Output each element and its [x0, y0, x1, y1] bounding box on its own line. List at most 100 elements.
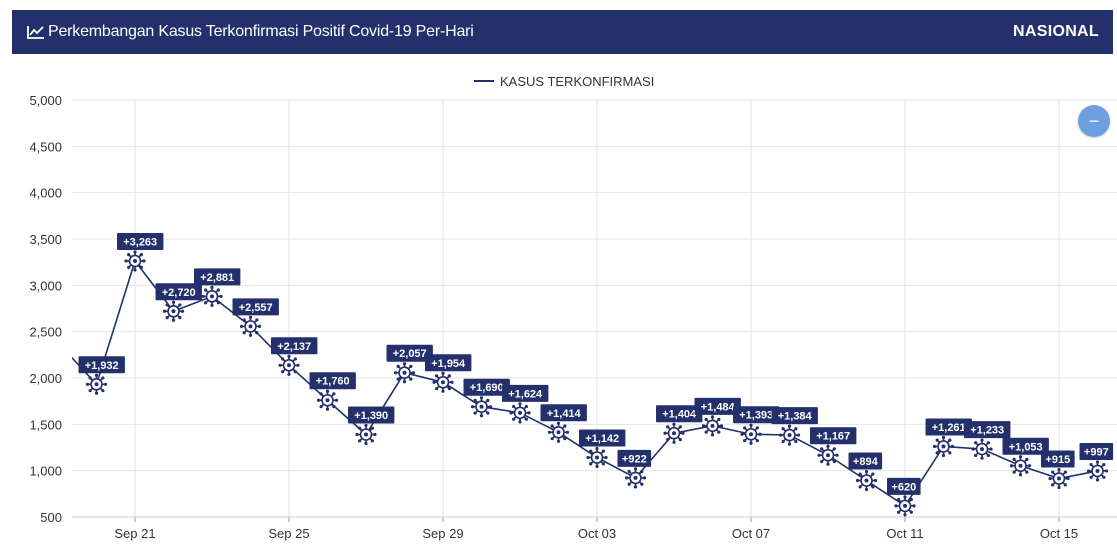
- virus-spike-tip: [133, 250, 137, 254]
- virus-core: [56, 341, 60, 345]
- virus-spike-tip: [781, 427, 785, 431]
- virus-spike-tip: [749, 423, 753, 427]
- virus-spike-tip: [935, 451, 939, 455]
- line-chart-icon: [26, 24, 46, 40]
- virus-spike-tip: [473, 411, 477, 415]
- zoom-out-button[interactable]: −: [1078, 105, 1110, 137]
- virus-spike-tip: [550, 437, 554, 441]
- virus-spike-tip: [589, 449, 593, 453]
- virus-core: [171, 309, 176, 314]
- virus-marker-icon: [855, 469, 878, 492]
- virus-spike-tip: [287, 354, 291, 358]
- virus-spike-tip: [640, 482, 644, 486]
- virus-spike-tip: [512, 404, 516, 409]
- y-tick-label: 1,500: [29, 417, 62, 432]
- data-label: +620: [887, 477, 921, 495]
- virus-spike-tip: [316, 398, 321, 402]
- data-label: +997: [1079, 442, 1114, 460]
- virus-spike-tip: [355, 432, 359, 437]
- data-label: +2,720: [155, 283, 202, 301]
- virus-spike-tip: [989, 447, 993, 451]
- virus-spike-tip: [1027, 464, 1032, 468]
- data-label-text: +2,557: [239, 302, 273, 314]
- virus-spike-tip: [663, 431, 667, 435]
- virus-spike-tip: [1063, 470, 1067, 474]
- data-label-text: +2,881: [200, 272, 234, 284]
- data-label: +2,557: [232, 298, 279, 316]
- virus-spike-tip: [1012, 470, 1016, 474]
- virus-core: [518, 410, 522, 415]
- virus-marker-icon: [817, 444, 839, 466]
- data-label-text: +1,690: [470, 382, 504, 394]
- virus-spike-tip: [719, 424, 724, 428]
- virus-spike-tip: [986, 441, 990, 445]
- data-label-text: +1,760: [316, 376, 350, 388]
- virus-spike-tip: [178, 303, 182, 307]
- virus-spike-tip: [794, 427, 798, 431]
- virus-spike-tip: [512, 417, 516, 421]
- virus-spike: [62, 346, 65, 349]
- virus-spike-tip: [63, 335, 66, 338]
- virus-spike-tip: [1102, 475, 1106, 479]
- virus-spike-tip: [1048, 476, 1052, 481]
- virus-spike-tip: [47, 341, 50, 344]
- data-label-box: [155, 283, 202, 301]
- data-label-box: [271, 337, 318, 355]
- virus-spike-tip: [743, 439, 747, 443]
- virus-core: [479, 404, 484, 409]
- virus-spike-tip: [293, 357, 297, 361]
- virus-spike-tip: [794, 439, 798, 444]
- data-label: +1,414: [540, 404, 587, 422]
- virus-spike-tip: [488, 405, 493, 409]
- virus-spike-tip: [1009, 464, 1014, 468]
- virus-spike-tip: [518, 402, 522, 406]
- virus-spike-tip: [293, 370, 297, 374]
- virus-spike-tip: [210, 285, 214, 289]
- data-label: +1,390: [348, 406, 395, 424]
- virus-spike-tip: [88, 376, 92, 380]
- virus-spike-tip: [411, 371, 416, 375]
- virus-spike-tip: [1095, 478, 1100, 482]
- virus-spike-tip: [281, 357, 285, 361]
- virus-spike-tip: [85, 382, 90, 386]
- y-tick-label: 3,500: [29, 232, 62, 247]
- data-label-text: +1,390: [354, 410, 388, 422]
- virus-spike-tip: [743, 426, 747, 430]
- data-label-box: [386, 344, 433, 362]
- virus-spike-tip: [94, 391, 99, 395]
- virus-spike-tip: [642, 476, 647, 480]
- virus-spike-tip: [204, 288, 208, 292]
- x-tick-label: Sep 29: [422, 526, 463, 541]
- virus-spike-tip: [1051, 470, 1055, 474]
- data-label-box: [656, 405, 703, 423]
- virus-spike-tip: [216, 301, 220, 305]
- virus-spike-tip: [627, 469, 631, 474]
- virus-spike-tip: [1057, 467, 1061, 472]
- data-label: +1,142: [579, 429, 626, 447]
- virus-spike-tip: [479, 396, 484, 400]
- virus-marker-icon: [316, 389, 339, 411]
- virus-spike-tip: [710, 433, 715, 437]
- data-label-text: +1,404: [662, 409, 697, 421]
- virus-core: [248, 324, 253, 329]
- virus-marker-icon: [894, 495, 916, 517]
- data-label: +1,167: [810, 427, 857, 445]
- virus-spike-tip: [1089, 462, 1093, 467]
- data-label-box: [1041, 450, 1075, 468]
- virus-spike-tip: [758, 432, 762, 436]
- title-wrap: Perkembangan Kasus Terkonfirmasi Positif…: [26, 23, 474, 41]
- virus-spike-tip: [894, 504, 898, 508]
- virus-core: [1057, 476, 1061, 481]
- virus-spike-tip: [409, 364, 413, 368]
- data-label: +1,053: [1002, 437, 1049, 455]
- virus-spike-tip: [948, 438, 952, 442]
- virus-spike-tip: [666, 437, 670, 442]
- virus-core: [864, 478, 869, 483]
- data-label: +2,057: [386, 344, 433, 362]
- data-label-text: +894: [853, 456, 879, 468]
- virus-spike-tip: [986, 453, 990, 458]
- virus-marker-icon: [663, 422, 685, 444]
- virus-core: [787, 433, 792, 438]
- virus-spike-tip: [672, 422, 676, 426]
- data-label: +1,484: [694, 397, 741, 415]
